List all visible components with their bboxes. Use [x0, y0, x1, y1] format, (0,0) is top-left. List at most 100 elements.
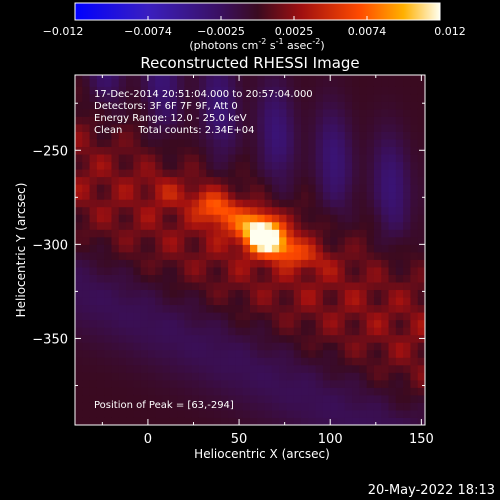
- heatmap-cell: [177, 116, 185, 125]
- heatmap-cell: [417, 259, 425, 268]
- heatmap-cell: [410, 116, 419, 125]
- heatmap-cell: [242, 312, 251, 321]
- heatmap-cell: [184, 138, 193, 148]
- heatmap-cell: [373, 199, 382, 208]
- heatmap-cell: [242, 394, 251, 403]
- heatmap-cell: [301, 116, 309, 125]
- heatmap-cell: [242, 319, 251, 328]
- heatmap-cell: [213, 334, 222, 343]
- heatmap-cell: [410, 229, 419, 238]
- heatmap-cell: [228, 387, 236, 396]
- heatmap-cell: [169, 319, 178, 328]
- heatmap-cell: [308, 319, 317, 328]
- heatmap-cell: [322, 221, 331, 230]
- heatmap-cell: [279, 169, 287, 178]
- heatmap-cell: [308, 281, 317, 291]
- heatmap-cell: [264, 327, 273, 336]
- heatmap-cell: [366, 289, 375, 298]
- heatmap-cell: [104, 266, 112, 275]
- heatmap-cell: [395, 116, 404, 125]
- heatmap-cell: [410, 409, 419, 418]
- heatmap-cell: [352, 75, 360, 80]
- heatmap-cell: [388, 221, 397, 230]
- heatmap-cell: [381, 86, 390, 95]
- heatmap-cell: [213, 214, 222, 223]
- heatmap-cell: [352, 123, 360, 132]
- heatmap-cell: [220, 394, 229, 403]
- heatmap-cell: [373, 379, 382, 388]
- heatmap-cell: [388, 342, 397, 351]
- heatmap-cell: [395, 244, 404, 253]
- heatmap-cell: [344, 334, 353, 343]
- heatmap-cell: [395, 379, 404, 388]
- heatmap-cell: [308, 154, 317, 163]
- heatmap-cell: [235, 199, 244, 208]
- heatmap-cell: [403, 251, 411, 260]
- heatmap-cell: [403, 206, 411, 215]
- heatmap-cell: [133, 78, 142, 87]
- heatmap-cell: [242, 199, 251, 208]
- heatmap-cell: [344, 169, 353, 178]
- heatmap-cell: [301, 297, 309, 306]
- heatmap-cell: [257, 123, 266, 132]
- heatmap-cell: [381, 154, 390, 163]
- heatmap-cell: [271, 379, 280, 388]
- heatmap-cell: [191, 297, 200, 306]
- heatmap-cell: [220, 86, 229, 95]
- heatmap-cell: [279, 199, 287, 208]
- heatmap-cell: [228, 161, 236, 170]
- heatmap-cell: [271, 199, 280, 208]
- heatmap-cell: [373, 146, 382, 155]
- heatmap-cell: [381, 244, 390, 253]
- heatmap-cell: [133, 342, 142, 351]
- heatmap-cell: [279, 327, 287, 336]
- heatmap-cell: [177, 394, 185, 403]
- heatmap-cell: [155, 342, 163, 351]
- heatmap-cell: [242, 131, 251, 140]
- heatmap-cell: [315, 221, 324, 230]
- heatmap-cell: [381, 402, 390, 411]
- heatmap-cell: [403, 131, 411, 140]
- heatmap-cell: [96, 146, 105, 155]
- heatmap-cell: [417, 78, 425, 87]
- heatmap-cell: [220, 131, 229, 140]
- heatmap-cell: [286, 402, 295, 411]
- heatmap-cell: [344, 327, 353, 336]
- heatmap-cell: [257, 244, 266, 253]
- heatmap-cell: [155, 387, 163, 396]
- heatmap-cell: [126, 161, 134, 170]
- heatmap-cell: [213, 93, 222, 102]
- heatmap-cell: [147, 214, 156, 223]
- heatmap-cell: [235, 93, 244, 102]
- heatmap-cell: [403, 214, 411, 223]
- heatmap-cell: [381, 394, 390, 403]
- heatmap-cell: [337, 409, 346, 418]
- heatmap-cell: [228, 259, 236, 268]
- heatmap-cell: [155, 402, 163, 411]
- heatmap-cell: [242, 297, 251, 306]
- heatmap-cell: [75, 417, 83, 425]
- heatmap-cell: [118, 236, 127, 245]
- heatmap-cell: [191, 146, 200, 155]
- heatmap-cell: [118, 312, 127, 321]
- heatmap-cell: [213, 108, 222, 117]
- heatmap-cell: [96, 259, 105, 268]
- heatmap-cell: [373, 281, 382, 291]
- heatmap-cell: [301, 319, 309, 328]
- heatmap-cell: [337, 184, 346, 193]
- heatmap-cell: [104, 319, 112, 328]
- heatmap-cell: [359, 184, 368, 193]
- heatmap-cell: [315, 206, 324, 215]
- heatmap-cell: [410, 214, 419, 223]
- heatmap-cell: [89, 161, 98, 170]
- heatmap-cell: [118, 364, 127, 373]
- heatmap-cell: [257, 236, 266, 245]
- heatmap-cell: [228, 342, 236, 351]
- heatmap-cell: [228, 357, 236, 366]
- heatmap-cell: [410, 342, 419, 351]
- heatmap-cell: [293, 93, 302, 102]
- heatmap-cell: [133, 334, 142, 343]
- heatmap-cell: [75, 394, 83, 403]
- heatmap-cell: [330, 78, 338, 87]
